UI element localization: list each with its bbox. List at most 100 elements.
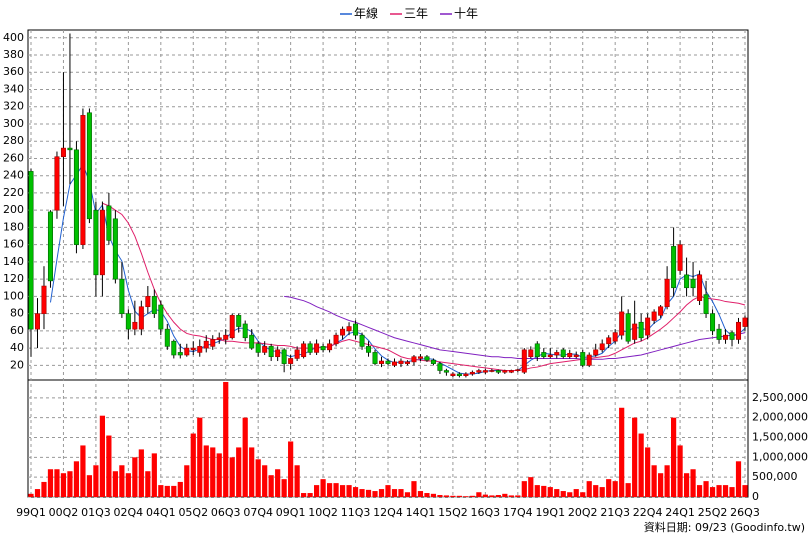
volume-bar	[398, 489, 404, 497]
volume-bar	[352, 487, 359, 497]
volume-bar	[41, 481, 47, 497]
volume-bar	[391, 489, 398, 497]
candle-body	[80, 115, 86, 245]
candle-body	[716, 328, 722, 340]
legend-label: 年線	[354, 6, 378, 21]
volume-bar	[132, 457, 138, 497]
y-tick-label: 340	[3, 82, 24, 95]
y-tick-label: 320	[3, 100, 24, 113]
x-tick-label: 19Q1	[535, 506, 565, 519]
candle-body	[353, 323, 359, 336]
volume-bar	[443, 495, 450, 497]
volume-bar	[541, 485, 547, 497]
y-tick-label: 280	[3, 134, 24, 147]
candle-body	[60, 147, 66, 158]
x-tick-label: 01Q3	[81, 506, 111, 519]
volume-bar	[119, 465, 125, 497]
volume-bar	[229, 457, 235, 497]
y-tick-label: 260	[3, 151, 24, 164]
candle-body	[151, 296, 157, 314]
candle-body	[366, 346, 372, 353]
ma-line	[284, 295, 746, 360]
volume-bar	[404, 492, 411, 497]
volume-bar	[547, 487, 553, 497]
volume-bar	[177, 481, 183, 497]
volume-bar	[463, 496, 469, 497]
candle-body	[340, 328, 346, 336]
volume-bar	[450, 495, 456, 497]
candle-body	[476, 370, 482, 373]
volume-bar	[268, 475, 274, 497]
x-tick-label: 26Q3	[730, 506, 760, 519]
candle-body	[125, 313, 131, 330]
volume-bar	[709, 487, 716, 497]
candle-body	[677, 244, 683, 271]
y2-tick-label: 1,500,000	[752, 431, 808, 444]
candle-body	[645, 317, 651, 336]
volume-bar	[671, 417, 677, 497]
candle-body	[729, 332, 735, 340]
volume-bar	[320, 479, 326, 497]
y2-tick-label: 2,500,000	[752, 391, 808, 404]
candle-body	[210, 339, 216, 347]
y-tick-label: 80	[10, 307, 24, 320]
footnote: 資料日期: 09/23 (Goodinfo.tw)	[644, 520, 805, 534]
candle-body	[606, 337, 612, 345]
volume-bar	[190, 433, 196, 497]
volume-bar	[216, 453, 222, 497]
candle-body	[119, 278, 125, 314]
volume-bar	[534, 485, 540, 497]
candle-body	[736, 321, 742, 340]
candle-body	[106, 205, 112, 241]
candle-body	[651, 311, 657, 321]
candle-body	[495, 370, 501, 373]
y-tick-label: 400	[3, 31, 24, 44]
candle-body	[54, 156, 60, 211]
y-tick-label: 60	[10, 324, 24, 337]
candle-body	[541, 352, 547, 358]
candle-body	[742, 317, 748, 327]
y-tick-label: 300	[3, 117, 24, 130]
candle-body	[664, 278, 670, 308]
volume-bar	[482, 494, 488, 497]
candle-body	[327, 343, 333, 351]
volume-bar	[677, 445, 683, 497]
candle-body	[534, 343, 540, 358]
y-tick-label: 100	[3, 289, 24, 302]
candle-body	[158, 304, 164, 330]
volume-bar	[567, 492, 573, 497]
candle-body	[489, 370, 495, 372]
candle-body	[93, 209, 99, 276]
candle-body	[47, 211, 53, 282]
volume-bar	[742, 485, 748, 497]
x-tick-label: 10Q2	[308, 506, 338, 519]
candle-body	[288, 358, 294, 364]
candle-body	[638, 321, 644, 339]
volume-bar	[489, 495, 495, 497]
y-tick-label: 180	[3, 220, 24, 233]
volume-bar	[28, 493, 34, 497]
volume-bar	[560, 491, 566, 497]
candle-body	[437, 363, 443, 371]
candle-body	[632, 323, 638, 340]
candle-body	[184, 347, 190, 356]
candle-body	[599, 343, 605, 351]
volume-bar	[411, 481, 417, 497]
volume-bar	[690, 469, 696, 497]
candle-body	[417, 356, 423, 359]
volume-bar	[236, 447, 242, 497]
volume-bar	[495, 495, 501, 497]
candle-body	[391, 361, 397, 366]
volume-bar	[515, 495, 521, 497]
volume-bar	[93, 465, 99, 497]
volume-bar	[696, 485, 703, 497]
volume-bar	[612, 481, 618, 497]
y2-tick-label: 2,000,000	[752, 411, 808, 424]
candle-body	[164, 328, 170, 347]
candle-body	[359, 334, 365, 347]
volume-bar	[158, 485, 164, 497]
candle-body	[346, 326, 352, 332]
x-tick-label: 06Q3	[211, 506, 241, 519]
x-tick-label: 12Q4	[373, 506, 403, 519]
